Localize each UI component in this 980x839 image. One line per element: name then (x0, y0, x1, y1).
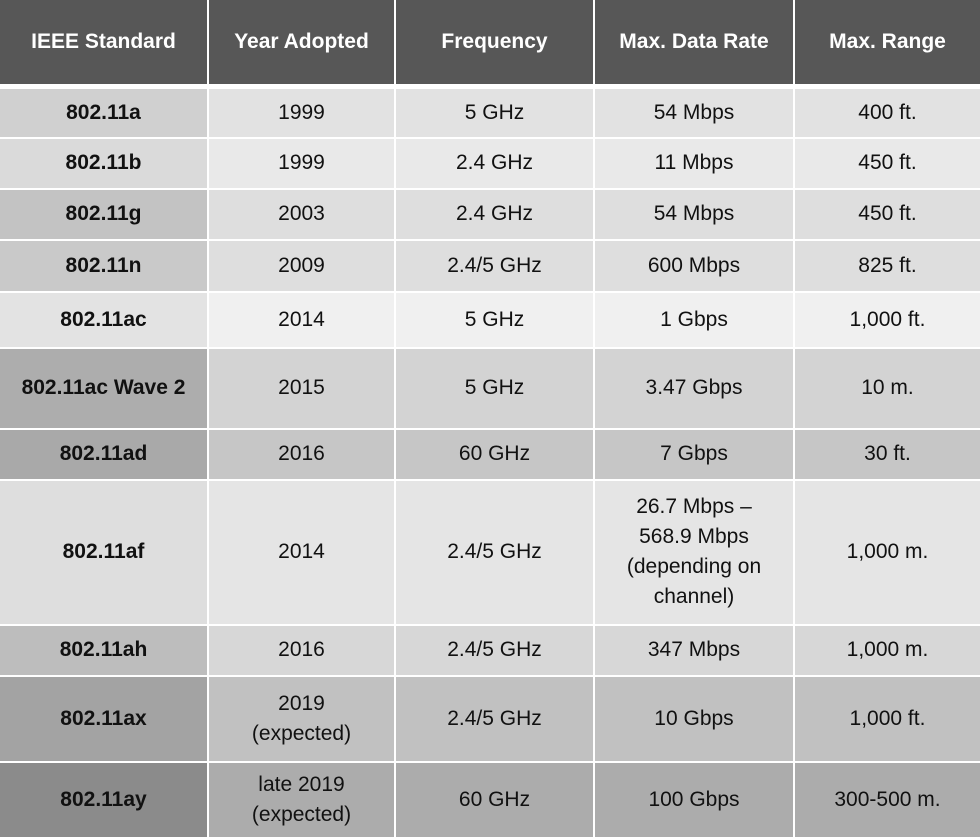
standard-cell: 802.11ac Wave 2 (0, 347, 209, 430)
standard-cell: 802.11ad (0, 428, 209, 481)
range-cell: 1,000 ft. (793, 291, 980, 349)
frequency-cell: 2.4/5 GHz (394, 624, 595, 677)
frequency-cell: 2.4/5 GHz (394, 239, 595, 293)
standard-cell: 802.11a (0, 86, 209, 139)
standard-cell: 802.11af (0, 479, 209, 626)
year-cell: 2016 (207, 428, 396, 481)
frequency-cell: 5 GHz (394, 291, 595, 349)
header-frequency: Frequency (394, 0, 595, 89)
frequency-cell: 60 GHz (394, 761, 595, 839)
year-cell: 2014 (207, 479, 396, 626)
standard-cell: 802.11ac (0, 291, 209, 349)
header-year-adopted: Year Adopted (207, 0, 396, 89)
table-row: 802.11ac Wave 2 2015 5 GHz 3.47 Gbps 10 … (0, 347, 980, 430)
rate-cell: 3.47 Gbps (593, 347, 795, 430)
rate-cell: 100 Gbps (593, 761, 795, 839)
year-cell: 2014 (207, 291, 396, 349)
rate-cell: 11 Mbps (593, 137, 795, 190)
year-cell: 1999 (207, 137, 396, 190)
table-body: 802.11a 1999 5 GHz 54 Mbps 400 ft. 802.1… (0, 86, 980, 839)
table-row: 802.11ad 2016 60 GHz 7 Gbps 30 ft. (0, 428, 980, 481)
rate-cell: 7 Gbps (593, 428, 795, 481)
rate-cell: 347 Mbps (593, 624, 795, 677)
range-cell: 825 ft. (793, 239, 980, 293)
range-cell: 1,000 m. (793, 624, 980, 677)
year-cell: 2003 (207, 188, 396, 241)
table-row: 802.11ac 2014 5 GHz 1 Gbps 1,000 ft. (0, 291, 980, 349)
table-row: 802.11ay late 2019 (expected) 60 GHz 100… (0, 761, 980, 839)
year-cell: 2009 (207, 239, 396, 293)
year-cell: 2016 (207, 624, 396, 677)
standard-cell: 802.11n (0, 239, 209, 293)
rate-cell: 54 Mbps (593, 86, 795, 139)
frequency-cell: 2.4 GHz (394, 137, 595, 190)
range-cell: 400 ft. (793, 86, 980, 139)
range-cell: 450 ft. (793, 137, 980, 190)
frequency-cell: 60 GHz (394, 428, 595, 481)
header-max-data-rate: Max. Data Rate (593, 0, 795, 89)
table-row: 802.11a 1999 5 GHz 54 Mbps 400 ft. (0, 86, 980, 139)
table-row: 802.11n 2009 2.4/5 GHz 600 Mbps 825 ft. (0, 239, 980, 293)
rate-cell: 1 Gbps (593, 291, 795, 349)
standard-cell: 802.11ax (0, 675, 209, 763)
table-row: 802.11b 1999 2.4 GHz 11 Mbps 450 ft. (0, 137, 980, 190)
header-row: IEEE Standard Year Adopted Frequency Max… (0, 0, 980, 89)
frequency-cell: 5 GHz (394, 347, 595, 430)
range-cell: 1,000 m. (793, 479, 980, 626)
standard-cell: 802.11g (0, 188, 209, 241)
year-cell: late 2019 (expected) (207, 761, 396, 839)
table-row: 802.11ah 2016 2.4/5 GHz 347 Mbps 1,000 m… (0, 624, 980, 677)
header-max-range: Max. Range (793, 0, 980, 89)
table-header: IEEE Standard Year Adopted Frequency Max… (0, 0, 980, 89)
range-cell: 1,000 ft. (793, 675, 980, 763)
standard-cell: 802.11b (0, 137, 209, 190)
range-cell: 300-500 m. (793, 761, 980, 839)
table-row: 802.11g 2003 2.4 GHz 54 Mbps 450 ft. (0, 188, 980, 241)
standard-cell: 802.11ay (0, 761, 209, 839)
range-cell: 450 ft. (793, 188, 980, 241)
frequency-cell: 2.4 GHz (394, 188, 595, 241)
year-cell: 2015 (207, 347, 396, 430)
rate-cell: 600 Mbps (593, 239, 795, 293)
rate-cell: 26.7 Mbps – 568.9 Mbps (depending on cha… (593, 479, 795, 626)
table-row: 802.11af 2014 2.4/5 GHz 26.7 Mbps – 568.… (0, 479, 980, 626)
year-cell: 2019 (expected) (207, 675, 396, 763)
standard-cell: 802.11ah (0, 624, 209, 677)
table-row: 802.11ax 2019 (expected) 2.4/5 GHz 10 Gb… (0, 675, 980, 763)
range-cell: 30 ft. (793, 428, 980, 481)
header-ieee-standard: IEEE Standard (0, 0, 209, 89)
frequency-cell: 5 GHz (394, 86, 595, 139)
rate-cell: 10 Gbps (593, 675, 795, 763)
year-cell: 1999 (207, 86, 396, 139)
frequency-cell: 2.4/5 GHz (394, 675, 595, 763)
range-cell: 10 m. (793, 347, 980, 430)
rate-cell: 54 Mbps (593, 188, 795, 241)
frequency-cell: 2.4/5 GHz (394, 479, 595, 626)
